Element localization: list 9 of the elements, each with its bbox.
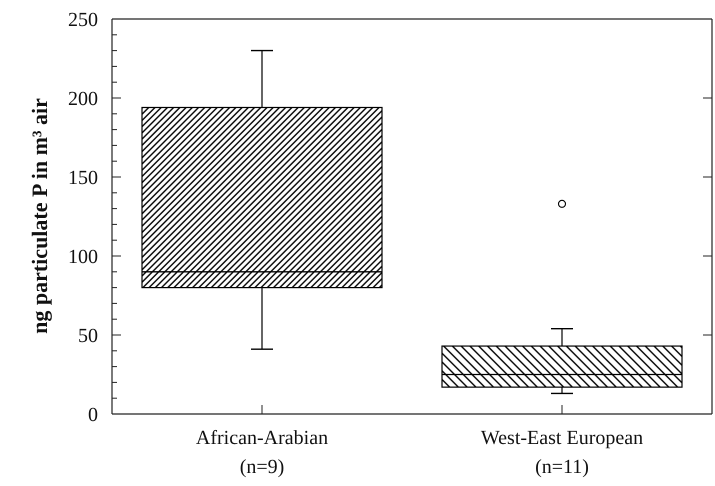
x-tick-label: West-East European (n=11) bbox=[480, 427, 644, 478]
y-tick-label: 150 bbox=[68, 167, 98, 189]
y-tick-label: 50 bbox=[78, 325, 98, 347]
y-axis-title: ng particulate P in m³ air bbox=[27, 98, 52, 334]
y-tick-label: 0 bbox=[88, 404, 98, 426]
y-tick-label: 250 bbox=[68, 9, 98, 31]
x-tick-label: African-Arabian (n=9) bbox=[196, 427, 328, 478]
y-tick-label: 100 bbox=[68, 246, 98, 268]
y-tick-label: 200 bbox=[68, 88, 98, 110]
